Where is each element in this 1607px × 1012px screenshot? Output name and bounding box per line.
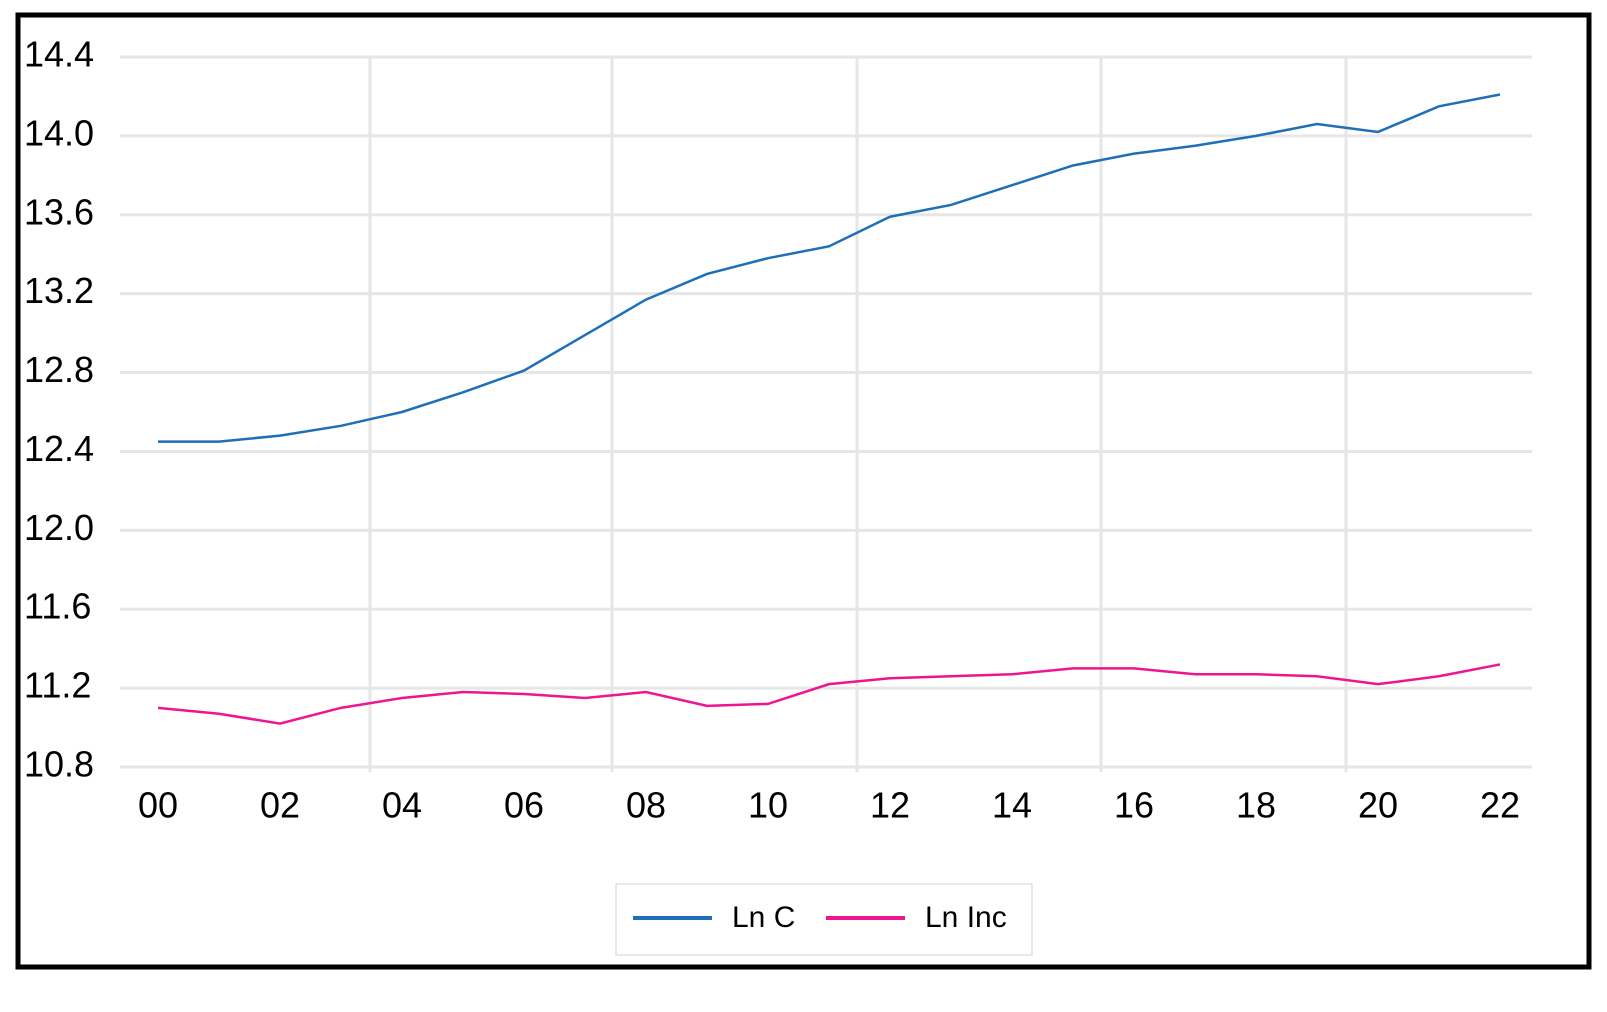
y-tick-label: 12.8 <box>24 349 94 390</box>
x-tick-label: 04 <box>382 785 422 826</box>
x-tick-label: 10 <box>748 785 788 826</box>
x-tick-label: 12 <box>870 785 910 826</box>
x-tick-label: 02 <box>260 785 300 826</box>
series-line <box>157 663 1501 725</box>
y-tick-label: 14.4 <box>24 34 94 75</box>
y-tick-label: 12.0 <box>24 507 94 548</box>
y-tick-label: 11.2 <box>24 665 91 706</box>
x-tick-label: 22 <box>1480 785 1520 826</box>
y-tick-label: 11.6 <box>24 586 91 627</box>
y-tick-label: 10.8 <box>24 744 94 785</box>
x-tick-label: 18 <box>1236 785 1276 826</box>
y-tick-label: 14.0 <box>24 112 94 153</box>
x-tick-label: 16 <box>1114 785 1154 826</box>
x-tick-label: 06 <box>504 785 544 826</box>
y-tick-label: 13.6 <box>24 191 94 232</box>
x-tick-label: 00 <box>138 785 178 826</box>
x-tick-label: 20 <box>1358 785 1398 826</box>
x-tick-label: 14 <box>992 785 1032 826</box>
series-line <box>158 93 1501 443</box>
y-tick-label: 12.4 <box>24 428 94 469</box>
legend-label: Ln C <box>732 901 795 934</box>
x-tick-label: 08 <box>626 785 666 826</box>
legend-label: Ln Inc <box>925 901 1007 934</box>
category-grid <box>368 58 1348 772</box>
y-tick-label: 13.2 <box>24 270 94 311</box>
chart-frame <box>15 12 1592 970</box>
